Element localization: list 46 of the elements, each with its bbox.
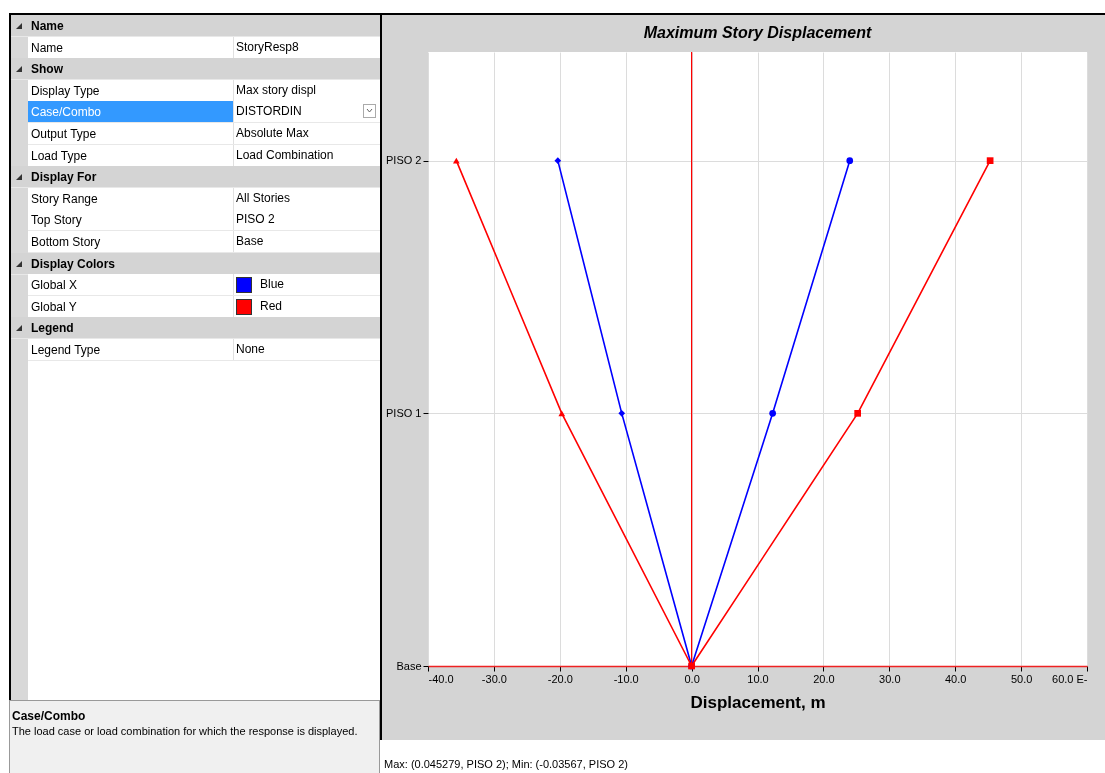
x-axis-title: Displacement, m [690,692,826,712]
category-label: Output Type [31,127,97,141]
text: Max story displ [236,82,317,97]
x-tick-label: -20.0 [547,672,573,685]
y-tick-label: PISO 2 [386,154,422,167]
text: All Stories [236,190,291,205]
category-label: Legend [31,321,74,336]
text: StoryResp8 [236,39,299,54]
category-label: Bottom Story [31,235,101,249]
text: Red [260,298,283,313]
category-label: Display Type [31,83,100,98]
category-label: Global Y [31,299,77,314]
category-label: Display For [31,170,97,185]
category-label: Global X [31,278,78,293]
x-tick-label: 10.0 [747,672,769,685]
y-tick-label: PISO 1 [386,406,422,419]
x-tick-label: 30.0 [879,672,901,685]
text: Max: (0.045279, PISO 2); Min: (-0.03567, PISO 2) [384,758,628,770]
y-tick-label: Base [396,659,422,672]
category-label: Show [31,62,63,77]
text: The load case or load combination for which the response is displayed. [12,725,358,737]
category-label: Load Type [31,148,87,163]
category-label: Case/Combo [31,105,102,120]
chart-title: Maximum Story Displacement [643,24,872,42]
text: Case/Combo [12,709,86,723]
category-label: Display Colors [31,256,116,271]
x-tick-label: -40.0 [428,672,454,685]
category-label: Name [31,40,64,55]
x-tick-label: 0.0 [684,672,700,685]
text: PISO 2 [236,212,275,227]
category-label: Top Story [31,213,82,228]
text: DISTORDIN [236,104,302,119]
text: Load Combination [236,147,334,162]
category-label: Story Range [31,191,98,206]
x-tick-label: 50.0 [1010,672,1033,685]
x-tick-label: -30.0 [481,672,507,685]
x-tick-label: 20.0 [813,672,835,685]
category-label: Legend Type [31,343,101,357]
x-tick-label: -10.0 [613,672,639,685]
text: None [236,342,265,356]
category-label: Name [31,19,64,33]
text: Blue [260,277,285,292]
x-tick-label: 60.0 E- [1052,672,1088,685]
text: Base [236,234,264,248]
x-tick-label: 40.0 [944,672,967,685]
text: Absolute Max [236,126,309,140]
